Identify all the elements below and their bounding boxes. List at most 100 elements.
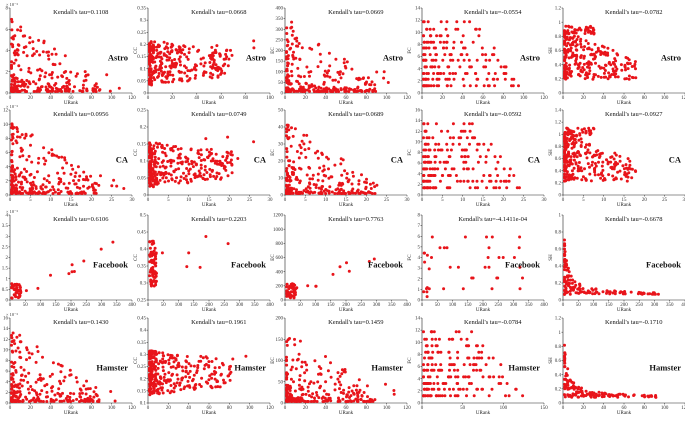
scatter-point	[445, 246, 449, 250]
scatter-point	[151, 367, 155, 371]
scatter-point	[219, 72, 223, 76]
kendall-tau-label: Kendall's tau=0.0669	[328, 9, 383, 16]
x-axis-label: URank	[202, 101, 217, 106]
x-axis-label: URank	[202, 203, 217, 208]
scatter-point	[581, 130, 585, 134]
network-label: CA	[254, 155, 267, 165]
scatter-point	[501, 256, 505, 259]
y-tick-label: 2	[418, 277, 421, 282]
scatter-point	[473, 186, 477, 190]
scatter-point	[65, 84, 69, 88]
y-tick-label: 10	[415, 341, 421, 346]
scatter-point	[426, 179, 430, 183]
scatter-point	[456, 58, 460, 62]
scatter-point	[507, 179, 511, 183]
scatter-point	[386, 81, 390, 84]
scatter-point	[434, 337, 438, 341]
scatter-point	[484, 363, 488, 367]
scatter-point	[162, 375, 166, 379]
scatter-point	[53, 63, 57, 67]
scatter-point	[209, 159, 213, 163]
scatter-point	[343, 192, 347, 195]
y-tick-label: 4	[418, 377, 421, 382]
y-tick-label: 0.15	[137, 389, 146, 394]
y-tick-label: 50	[278, 81, 284, 86]
scatter-point	[582, 68, 586, 72]
y-axis-label: DC	[0, 148, 1, 156]
x-tick-label: 150	[190, 303, 198, 308]
scatter-point	[36, 161, 40, 165]
scatter-point	[432, 72, 436, 75]
scatter-point	[616, 170, 620, 174]
scatter-point	[160, 79, 164, 83]
scatter-point	[626, 157, 630, 161]
x-tick-label: 15	[207, 198, 213, 203]
scatter-point	[150, 83, 153, 87]
scatter-point	[576, 169, 580, 173]
scatter-point	[22, 46, 26, 49]
scatter-point	[609, 160, 613, 164]
scatter-point	[632, 393, 636, 397]
scatter-point	[563, 244, 566, 247]
scatter-point	[10, 360, 14, 364]
y-axis-label: FC	[408, 254, 413, 261]
scatter-point	[614, 59, 618, 63]
scatter-point	[288, 159, 292, 163]
scatter-point	[448, 356, 452, 360]
scatter-point	[449, 148, 453, 152]
scatter-point	[69, 373, 73, 377]
scatter-point	[184, 369, 188, 373]
x-tick-label: 20	[581, 406, 587, 411]
scatter-point	[295, 39, 299, 43]
scatter-point	[423, 356, 426, 360]
scatter-point	[652, 292, 656, 296]
y-axis-label: CC	[134, 357, 139, 364]
scatter-point	[439, 20, 443, 24]
scatter-point	[448, 186, 452, 190]
scatter-point	[170, 177, 174, 181]
scatter-point	[434, 58, 438, 62]
scatter-point	[295, 36, 299, 40]
scatter-point	[436, 382, 440, 385]
scatter-point	[180, 160, 184, 164]
scatter-point	[187, 51, 191, 55]
panel-astro-fc: 0 20 40 60 80 100 12002468101214URankFCKendall…	[408, 7, 548, 106]
scatter-point	[152, 383, 156, 387]
scatter-point	[423, 129, 427, 133]
scatter-point	[180, 365, 184, 369]
scatter-point	[610, 165, 614, 169]
scatter-point	[315, 400, 319, 403]
scatter-point	[169, 161, 173, 165]
x-tick-label: 250	[221, 303, 229, 308]
scatter-point	[339, 76, 343, 80]
scatter-point	[627, 77, 631, 81]
scatter-point	[465, 337, 469, 341]
scatter-point	[452, 46, 455, 50]
scatter-point	[425, 253, 429, 257]
scatter-point	[183, 71, 187, 75]
scatter-point	[300, 398, 304, 401]
scatter-point	[150, 70, 154, 74]
scatter-point	[155, 388, 159, 392]
x-tick-label: 100	[449, 303, 457, 308]
x-tick-label: 350	[388, 303, 396, 308]
scatter-point	[433, 174, 437, 177]
scatter-point	[447, 375, 451, 379]
scatter-point	[186, 57, 190, 61]
scatter-point	[172, 77, 176, 81]
scatter-point	[60, 155, 64, 159]
x-tick-label: 100	[266, 96, 274, 101]
scatter-point	[149, 355, 152, 359]
scatter-point	[183, 385, 187, 389]
scatter-point	[15, 391, 19, 394]
scatter-point	[422, 382, 426, 385]
x-tick-label: 15	[69, 198, 75, 203]
scatter-point	[148, 161, 152, 164]
scatter-point	[152, 352, 156, 355]
scatter-point	[339, 391, 343, 394]
scatter-point	[148, 254, 152, 258]
scatter-point	[434, 122, 438, 126]
scatter-point	[287, 164, 291, 168]
scatter-point	[585, 73, 589, 77]
scatter-point	[32, 90, 36, 93]
